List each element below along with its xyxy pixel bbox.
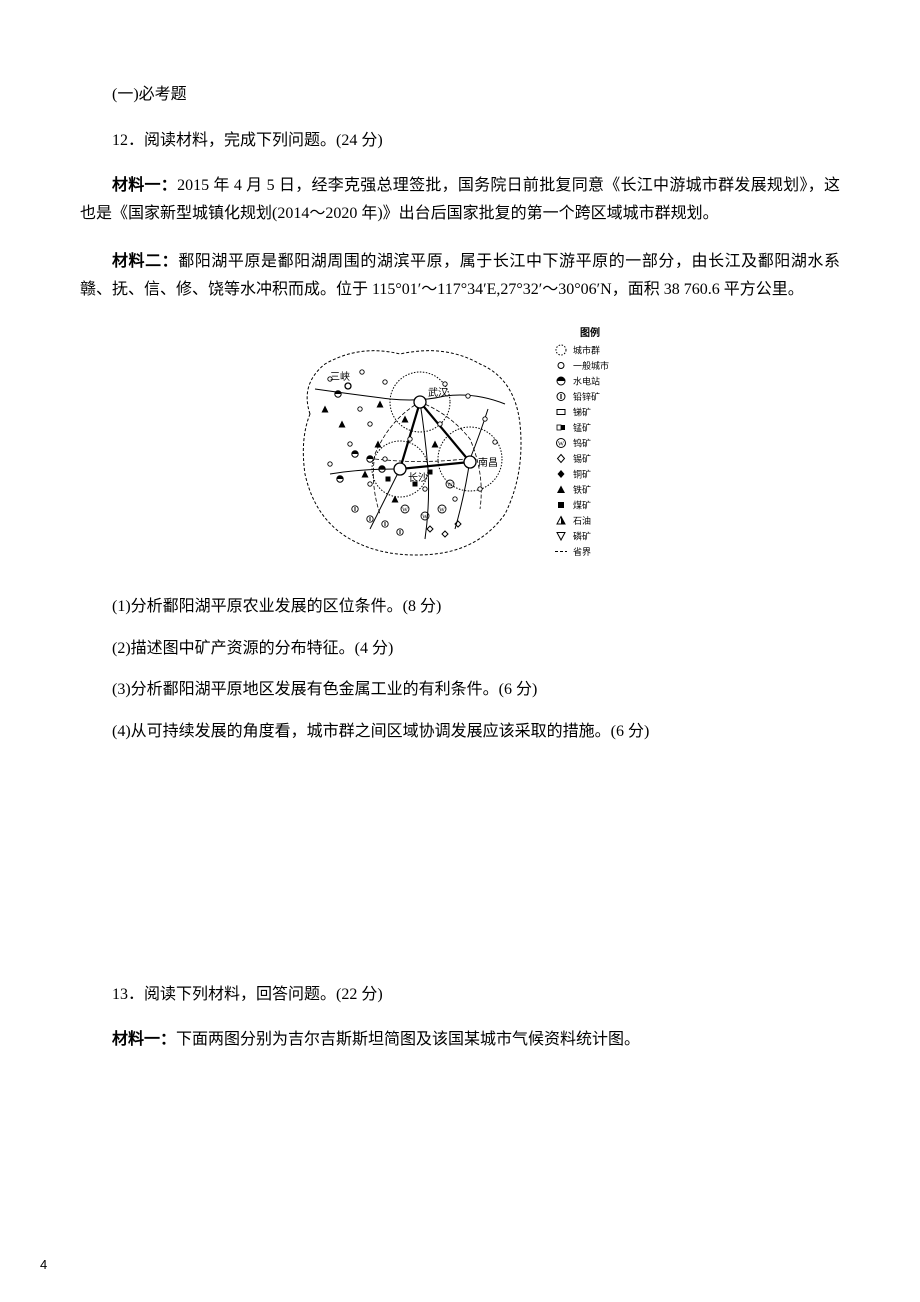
material2-text: 鄱阳湖平原是鄱阳湖周围的湖滨平原，属于长江中下游平原的一部分，由长江及鄱阳湖水系… <box>80 253 840 298</box>
svg-text:W: W <box>558 441 565 448</box>
svg-text:三峡: 三峡 <box>330 370 350 383</box>
q12-material1: 材料一：2015 年 4 月 5 日，经李克强总理签批，国务院日前批复同意《长江… <box>80 172 840 228</box>
svg-text:锡矿: 锡矿 <box>573 453 591 464</box>
q13-intro: 13．阅读下列材料，回答问题。(22 分) <box>80 980 840 1004</box>
material1-label: 材料一： <box>112 177 177 194</box>
q12-material2: 材料二：鄱阳湖平原是鄱阳湖周围的湖滨平原，属于长江中下游平原的一部分，由长江及鄱… <box>80 248 840 304</box>
q12-sub4: (4)从可持续发展的角度看，城市群之间区域协调发展应该采取的措施。(6 分) <box>80 719 840 745</box>
svg-text:铜矿: 铜矿 <box>573 469 591 480</box>
svg-text:水电站: 水电站 <box>573 376 600 387</box>
svg-text:W: W <box>447 483 453 489</box>
svg-text:W: W <box>422 515 428 521</box>
svg-text:锑矿: 锑矿 <box>573 407 591 418</box>
svg-text:钨矿: 钨矿 <box>573 438 591 449</box>
svg-text:W: W <box>439 508 445 514</box>
svg-text:石油: 石油 <box>573 515 591 526</box>
svg-text:图例: 图例 <box>580 326 600 339</box>
q13-material1: 材料一：下面两图分别为吉尔吉斯斯坦简图及该国某城市气候资料统计图。 <box>80 1026 840 1054</box>
page-number: 4 <box>40 1257 47 1272</box>
svg-text:W: W <box>402 508 408 514</box>
q12-intro: 12．阅读材料，完成下列问题。(24 分) <box>80 126 840 150</box>
svg-text:城市群: 城市群 <box>573 345 600 356</box>
q12-sub2: (2)描述图中矿产资源的分布特征。(4 分) <box>80 636 840 662</box>
svg-text:铁矿: 铁矿 <box>573 484 591 495</box>
svg-text:铅锌矿: 铅锌矿 <box>573 391 600 402</box>
svg-text:长沙: 长沙 <box>408 472 428 484</box>
material1-text: 2015 年 4 月 5 日，经李克强总理签批，国务院日前批复同意《长江中游城市… <box>80 177 840 222</box>
map-container: W W W W 三峡武汉长沙 南昌 图例城市群一般城市水电站铅锌矿锑矿锰矿 W 钨矿锡矿铜矿铁矿… <box>80 324 840 574</box>
q13-material1-text: 下面两图分别为吉尔吉斯斯坦简图及该国某城市气候资料统计图。 <box>176 1031 640 1048</box>
svg-text:磷矿: 磷矿 <box>573 531 591 542</box>
map-svg: W W W W 三峡武汉长沙 南昌 图例城市群一般城市水电站铅锌矿锑矿锰矿 W 钨矿锡矿铜矿铁矿… <box>270 324 650 574</box>
map-figure: W W W W 三峡武汉长沙 南昌 图例城市群一般城市水电站铅锌矿锑矿锰矿 W 钨矿锡矿铜矿铁矿… <box>270 324 650 574</box>
svg-text:一般城市: 一般城市 <box>573 360 609 371</box>
q12-sub3: (3)分析鄱阳湖平原地区发展有色金属工业的有利条件。(6 分) <box>80 677 840 703</box>
svg-text:煤矿: 煤矿 <box>573 500 591 511</box>
svg-text:锰矿: 锰矿 <box>573 422 591 433</box>
section-header: (一)必考题 <box>80 80 840 104</box>
svg-text:南昌: 南昌 <box>478 456 498 469</box>
material2-label: 材料二： <box>112 253 178 270</box>
q12-sub1: (1)分析鄱阳湖平原农业发展的区位条件。(8 分) <box>80 594 840 620</box>
answer-space <box>80 760 840 980</box>
svg-text:省界: 省界 <box>573 546 591 557</box>
q13-material1-label: 材料一： <box>112 1031 176 1048</box>
svg-text:武汉: 武汉 <box>428 386 448 399</box>
